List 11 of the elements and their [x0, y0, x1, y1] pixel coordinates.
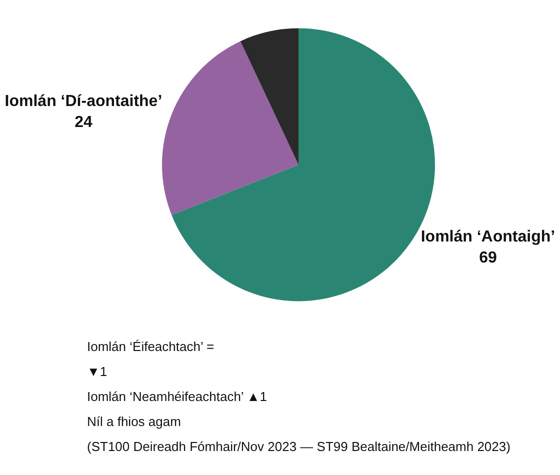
text: Iomlán ‘Éifeachtach’ =	[87, 339, 214, 354]
slice-label: Iomlán ‘Dí-aontaithe’	[4, 92, 162, 110]
text: ▼1	[87, 364, 108, 379]
data-label: 69	[479, 249, 497, 266]
pie-slice	[162, 41, 298, 215]
slice-label: Iomlán ‘Aontaigh’	[420, 228, 556, 246]
text: Iomlán ‘Neamhéifeachtach’ ▲1	[87, 389, 268, 404]
text: (ST100 Deireadh Fómhair/Nov 2023 — ST99 Bealtaine/Meitheamh 2023)	[87, 439, 510, 454]
pie-slice	[240, 28, 298, 165]
text: Níl a fhios agam	[87, 414, 181, 429]
data-label: 24	[74, 114, 92, 131]
